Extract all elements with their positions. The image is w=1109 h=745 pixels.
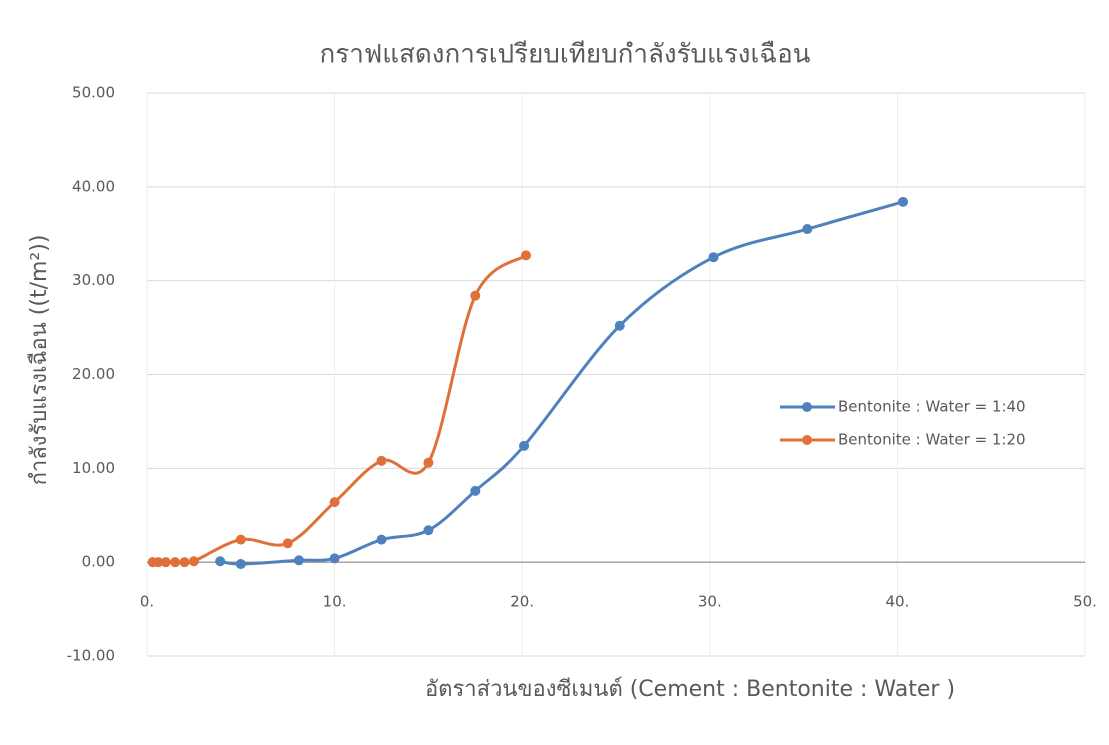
y-axis-title: กำลังรับแรงเฉือน ((t/m²)) — [27, 235, 52, 486]
x-tick-label: 40. — [885, 593, 909, 611]
data-point — [614, 320, 625, 331]
data-point — [329, 497, 340, 508]
data-point — [160, 557, 171, 568]
y-tick-label: 30.00 — [72, 271, 115, 289]
data-point — [235, 534, 246, 545]
y-tick-label: 10.00 — [72, 459, 115, 477]
y-tick-label: -10.00 — [67, 647, 115, 665]
data-point — [423, 457, 434, 468]
data-point — [519, 440, 530, 451]
x-tick-label: 10. — [323, 593, 347, 611]
data-point — [282, 538, 293, 549]
data-point — [235, 559, 246, 570]
data-point — [188, 556, 199, 567]
x-tick-label: 0. — [140, 593, 154, 611]
data-point — [329, 553, 340, 564]
data-point — [708, 252, 719, 263]
data-point — [802, 224, 813, 235]
y-tick-label: 40.00 — [72, 177, 115, 195]
x-tick-label: 30. — [698, 593, 722, 611]
data-point — [898, 196, 909, 207]
legend-marker — [802, 435, 812, 445]
data-point — [170, 557, 181, 568]
legend-marker — [802, 402, 812, 412]
legend-label: Bentonite : Water = 1:40 — [838, 398, 1026, 416]
legend-label: Bentonite : Water = 1:20 — [838, 431, 1026, 449]
x-tick-label: 20. — [510, 593, 534, 611]
data-point — [215, 556, 226, 567]
data-point — [179, 557, 190, 568]
data-point — [153, 557, 164, 568]
data-point — [470, 290, 481, 301]
data-point — [423, 525, 434, 536]
data-point — [376, 455, 387, 466]
x-axis-title: อัตราส่วนของซีเมนต์ (Cement : Bentonite … — [425, 677, 955, 702]
chart-title: กราฟแสดงการเปรียบเทียบกำลังรับแรงเฉือน — [320, 40, 811, 70]
x-tick-label: 50. — [1073, 593, 1097, 611]
data-point — [520, 250, 531, 261]
y-tick-label: 50.00 — [72, 84, 115, 102]
data-point — [293, 555, 304, 566]
y-tick-label: 0.00 — [82, 553, 115, 571]
data-point — [376, 534, 387, 545]
y-tick-label: 20.00 — [72, 365, 115, 383]
data-point — [470, 485, 481, 496]
